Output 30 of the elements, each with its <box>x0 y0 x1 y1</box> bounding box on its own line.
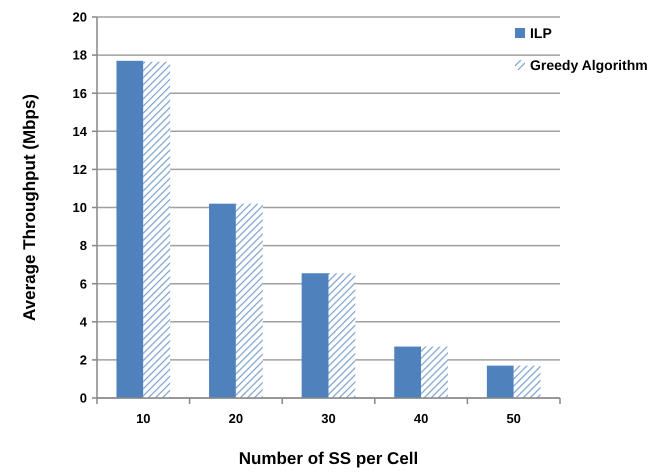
x-tick-label: 30 <box>321 411 336 426</box>
y-tick-label: 0 <box>80 390 87 406</box>
x-axis-title: Number of SS per Cell <box>238 449 418 468</box>
x-tick-label: 10 <box>136 411 151 426</box>
y-tick-label: 12 <box>72 162 87 177</box>
bar <box>302 273 328 398</box>
y-tick-label: 14 <box>72 124 88 139</box>
bar <box>514 366 541 398</box>
legend-label: ILP <box>530 24 552 41</box>
y-tick-label: 20 <box>72 10 87 25</box>
bar <box>116 60 144 398</box>
bar <box>421 346 448 398</box>
y-axis-title: Average Throughput (Mbps) <box>20 94 39 321</box>
bar <box>394 346 422 398</box>
y-tick-label: 4 <box>80 314 88 330</box>
x-tick-label: 40 <box>414 411 428 426</box>
legend-label: Greedy Algorithm <box>530 56 648 73</box>
bar <box>209 204 236 398</box>
bar <box>328 273 356 398</box>
y-tick-label: 10 <box>72 200 87 216</box>
y-tick-label: 6 <box>80 276 87 292</box>
x-tick-label: 50 <box>506 411 521 426</box>
y-tick-label: 16 <box>72 86 87 101</box>
y-tick-label: 18 <box>72 48 87 63</box>
y-tick-label: 2 <box>80 352 87 368</box>
bar <box>486 366 514 398</box>
x-tick-label: 20 <box>228 411 244 426</box>
bar <box>143 62 170 398</box>
bar <box>236 204 263 398</box>
y-tick-label: 8 <box>80 238 87 254</box>
